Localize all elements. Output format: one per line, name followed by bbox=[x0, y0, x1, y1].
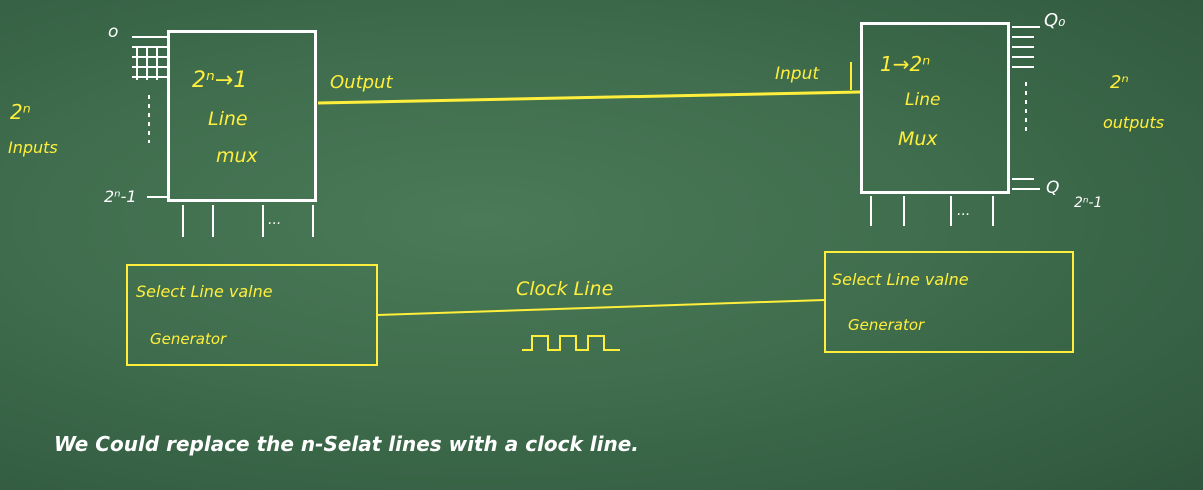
left-input-line-1 bbox=[132, 36, 167, 38]
left-input-line-last bbox=[147, 196, 167, 198]
right-input-label: Input bbox=[775, 64, 820, 84]
right-input-tick bbox=[850, 62, 852, 90]
left-select-line-3 bbox=[262, 205, 264, 237]
left-mux-box bbox=[167, 30, 317, 202]
right-demux-line-label: Line bbox=[905, 90, 941, 110]
right-select-line-2 bbox=[903, 196, 905, 226]
left-mux-mux-label: mux bbox=[216, 145, 258, 167]
left-output-label: Output bbox=[330, 72, 393, 93]
right-outputs-label: outputs bbox=[1103, 113, 1165, 132]
right-generator-box bbox=[824, 251, 1074, 353]
left-select-dots: ... bbox=[268, 212, 282, 228]
right-demux-title: 1→2ⁿ bbox=[880, 52, 931, 76]
right-output-line-3 bbox=[1012, 46, 1034, 48]
right-select-line-4 bbox=[992, 196, 994, 226]
left-input-line-4 bbox=[132, 66, 167, 68]
clock-line-label: Clock Line bbox=[516, 278, 614, 300]
left-input-label-bottom: 2ⁿ-1 bbox=[104, 187, 137, 206]
left-mux-line-label: Line bbox=[208, 108, 248, 130]
left-generator-line2: Generator bbox=[150, 330, 227, 348]
right-demux-mux-label: Mux bbox=[898, 128, 938, 150]
right-output-bottom-q: Q bbox=[1046, 178, 1060, 198]
left-input-stub-3 bbox=[156, 48, 158, 80]
square-wave-icon bbox=[522, 335, 620, 351]
right-demux-box bbox=[860, 22, 1010, 194]
right-output-line-4 bbox=[1012, 56, 1034, 58]
left-generator-box bbox=[126, 264, 378, 366]
left-select-line-2 bbox=[212, 205, 214, 237]
right-generator-line2: Generator bbox=[848, 316, 925, 334]
left-inputs-count: 2ⁿ bbox=[10, 100, 31, 124]
right-output-line-1 bbox=[1012, 26, 1040, 28]
caption: We Could replace the n-Selat lines with … bbox=[54, 432, 639, 456]
right-outputs-count: 2ⁿ bbox=[1110, 72, 1129, 93]
left-input-stub-2 bbox=[146, 48, 148, 80]
right-output-bottom-sub: 2ⁿ-1 bbox=[1074, 195, 1103, 211]
right-select-dots: ... bbox=[957, 203, 971, 219]
right-output-line-2 bbox=[1012, 36, 1034, 38]
right-output-dots bbox=[1025, 82, 1027, 132]
left-input-label-top: o bbox=[108, 22, 119, 42]
left-input-line-5 bbox=[132, 76, 167, 78]
right-output-top-label: Q₀ bbox=[1044, 10, 1066, 31]
left-input-stub-1 bbox=[136, 48, 138, 80]
right-output-line-7 bbox=[1012, 188, 1040, 190]
right-output-line-6 bbox=[1012, 178, 1034, 180]
right-select-line-3 bbox=[950, 196, 952, 226]
left-select-line-4 bbox=[312, 205, 314, 237]
right-generator-line1: Select Line valne bbox=[832, 270, 969, 289]
left-input-line-3 bbox=[132, 56, 167, 58]
left-input-line-2 bbox=[132, 46, 167, 48]
right-select-line-1 bbox=[870, 196, 872, 226]
left-generator-line1: Select Line valne bbox=[136, 282, 273, 301]
right-output-line-5 bbox=[1012, 66, 1034, 68]
left-input-dots bbox=[148, 95, 150, 143]
left-mux-title: 2ⁿ→1 bbox=[192, 68, 248, 93]
left-inputs-label: Inputs bbox=[8, 138, 58, 157]
left-select-line-1 bbox=[182, 205, 184, 237]
